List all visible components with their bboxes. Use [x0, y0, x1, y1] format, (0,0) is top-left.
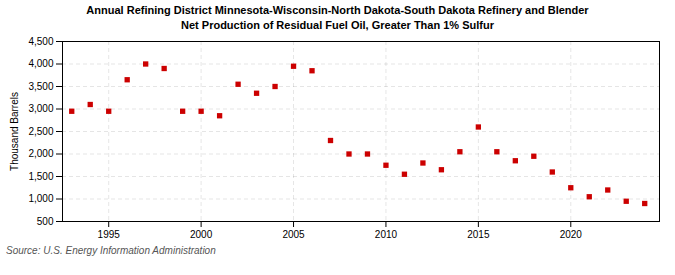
svg-text:4,500: 4,500: [28, 35, 53, 46]
svg-text:3,500: 3,500: [28, 80, 53, 91]
svg-text:2,500: 2,500: [28, 125, 53, 136]
svg-text:2005: 2005: [282, 228, 305, 239]
svg-text:2000: 2000: [190, 228, 213, 239]
svg-text:2,000: 2,000: [28, 148, 53, 159]
svg-text:2015: 2015: [467, 228, 490, 239]
svg-text:1995: 1995: [98, 228, 121, 239]
svg-text:3,000: 3,000: [28, 103, 53, 114]
svg-text:500: 500: [37, 215, 54, 226]
html-text:Source: U.S. Energy Informatio: Source: U.S. Energy Information Administ…: [6, 244, 216, 256]
svg-text:2010: 2010: [375, 228, 398, 239]
html-text:Annual Refining District Minne: Annual Refining District Minnesota-Wisco…: [86, 4, 589, 31]
svg-text:2020: 2020: [560, 228, 583, 239]
svg-text:Thousand Barrels: Thousand Barrels: [9, 92, 20, 171]
svg-text:1,500: 1,500: [28, 170, 53, 181]
svg-text:4,000: 4,000: [28, 58, 53, 69]
svg-text:1,000: 1,000: [28, 193, 53, 204]
